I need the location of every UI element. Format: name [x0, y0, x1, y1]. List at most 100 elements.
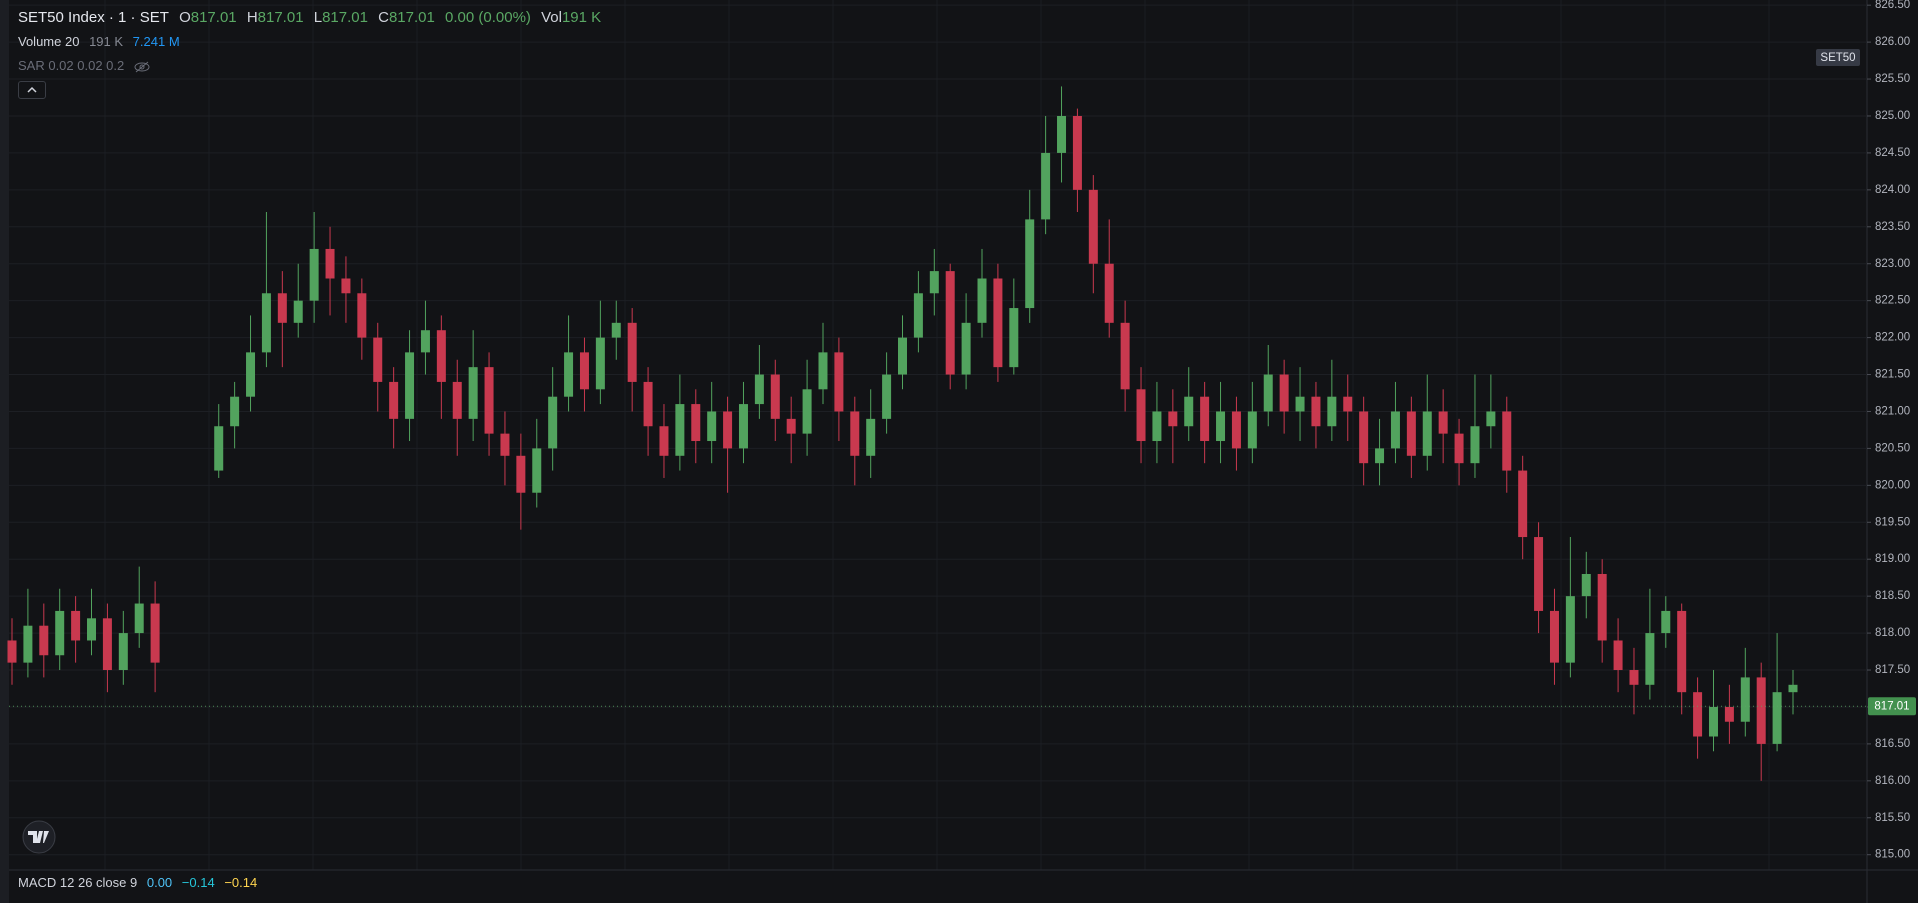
y-tick-label: 824.00 — [1875, 184, 1910, 196]
last-price-label: 817.01 — [1874, 700, 1909, 712]
candle-body — [87, 618, 97, 641]
open-label: O — [179, 9, 191, 26]
candle-body — [595, 337, 605, 390]
symbol-title[interactable]: SET50 Index · 1 · SET — [18, 9, 169, 26]
candle-body — [1088, 189, 1098, 264]
low-value: 817.01 — [322, 9, 368, 26]
candle-body — [1597, 573, 1607, 641]
candle-body — [1343, 396, 1353, 412]
candle-body — [1470, 426, 1480, 464]
candle-body — [230, 396, 240, 427]
logo-mark — [28, 831, 49, 843]
symbol-badge-bg — [1816, 49, 1860, 66]
candle-body — [1311, 396, 1321, 427]
candle-body — [1327, 396, 1337, 427]
candle-body — [1565, 596, 1575, 663]
macd-name: MACD 12 26 close 9 — [18, 875, 138, 890]
strike — [135, 61, 149, 72]
macd-line: −0.14 — [181, 875, 215, 890]
candle-body — [1120, 322, 1130, 390]
candle-body — [532, 448, 542, 493]
collapse-button[interactable] — [18, 81, 46, 99]
candle-body — [1200, 396, 1210, 442]
candle-body — [675, 404, 685, 456]
vol-label: Vol — [541, 9, 562, 26]
symbol-badge-text: SET50 — [1820, 52, 1855, 64]
candle-body — [898, 337, 907, 375]
y-tick-label: 815.50 — [1875, 812, 1910, 824]
y-tick-label: 817.50 — [1875, 664, 1910, 676]
candle-body — [1025, 219, 1035, 309]
y-tick-label: 815.00 — [1875, 849, 1910, 861]
candle-body — [23, 625, 33, 663]
candle-body — [1486, 411, 1496, 427]
candle-body — [723, 411, 733, 449]
candle-body — [277, 293, 287, 323]
candle-body — [627, 322, 637, 382]
candle-body — [118, 633, 128, 671]
candle-body — [1184, 396, 1194, 427]
candle-body — [1152, 411, 1162, 442]
candle-body — [1772, 692, 1782, 744]
macd-legend[interactable]: MACD 12 26 close 9 0.00 −0.14 −0.14 — [18, 875, 263, 890]
candle-body — [516, 455, 526, 493]
candle-body — [1279, 374, 1289, 412]
candle-body — [1136, 389, 1146, 442]
candle-body — [643, 381, 653, 427]
candle-body — [1216, 411, 1226, 442]
close-value: 817.01 — [388, 9, 435, 26]
sar-legend[interactable]: SAR 0.02 0.02 0.2 — [18, 58, 150, 73]
candle-body — [818, 352, 828, 390]
candle-body — [1375, 448, 1385, 464]
candle-body — [1438, 411, 1448, 434]
candle-body — [977, 278, 987, 323]
y-tick-label: 821.00 — [1875, 406, 1910, 418]
y-tick-label: 819.00 — [1875, 553, 1910, 565]
candle-body — [754, 374, 764, 405]
left-border — [0, 0, 9, 903]
candle-body — [1009, 308, 1019, 368]
candle-body — [834, 352, 844, 412]
candle-body — [1581, 573, 1591, 597]
low-label: L — [313, 9, 323, 26]
tv-logo[interactable] — [22, 820, 56, 854]
y-tick-label: 824.50 — [1875, 147, 1910, 159]
candle-body — [611, 322, 621, 338]
candle-body — [1454, 433, 1464, 464]
candle-body — [691, 404, 701, 442]
y-tick-label: 819.50 — [1875, 516, 1910, 528]
high-value: 817.01 — [257, 9, 304, 26]
candle-body — [39, 625, 49, 656]
candle-body — [357, 293, 367, 338]
candle-body — [261, 293, 271, 353]
y-tick-label: 825.00 — [1875, 110, 1910, 122]
candle-body — [1645, 633, 1655, 685]
y-tick-label: 826.50 — [1875, 0, 1910, 11]
candle-body — [420, 330, 430, 353]
chevron-up — [27, 86, 37, 93]
symbol-badge: SET50 — [1816, 49, 1860, 66]
candle-body — [1613, 640, 1623, 671]
candle-body — [55, 610, 65, 656]
volume-name: Volume 20 — [18, 34, 80, 49]
candle-body — [484, 367, 494, 434]
candle-body — [770, 374, 780, 419]
candle-body — [7, 640, 17, 663]
y-tick-label: 823.00 — [1875, 258, 1910, 270]
candle-body — [738, 404, 748, 449]
candle-body — [293, 300, 303, 323]
y-tick-label: 816.50 — [1875, 738, 1910, 750]
candle-body — [1295, 396, 1305, 412]
candle-body — [1693, 692, 1703, 737]
candle-body — [1263, 374, 1273, 412]
open-value: 817.01 — [190, 9, 237, 26]
hidden-icon[interactable] — [134, 61, 150, 73]
candle-body — [707, 411, 717, 442]
candle-body — [579, 352, 589, 390]
candle-body — [1677, 610, 1687, 693]
volume-legend[interactable]: Volume 20 191 K 7.241 M — [18, 34, 186, 49]
candle-body — [945, 271, 955, 375]
candle-body — [325, 248, 335, 279]
